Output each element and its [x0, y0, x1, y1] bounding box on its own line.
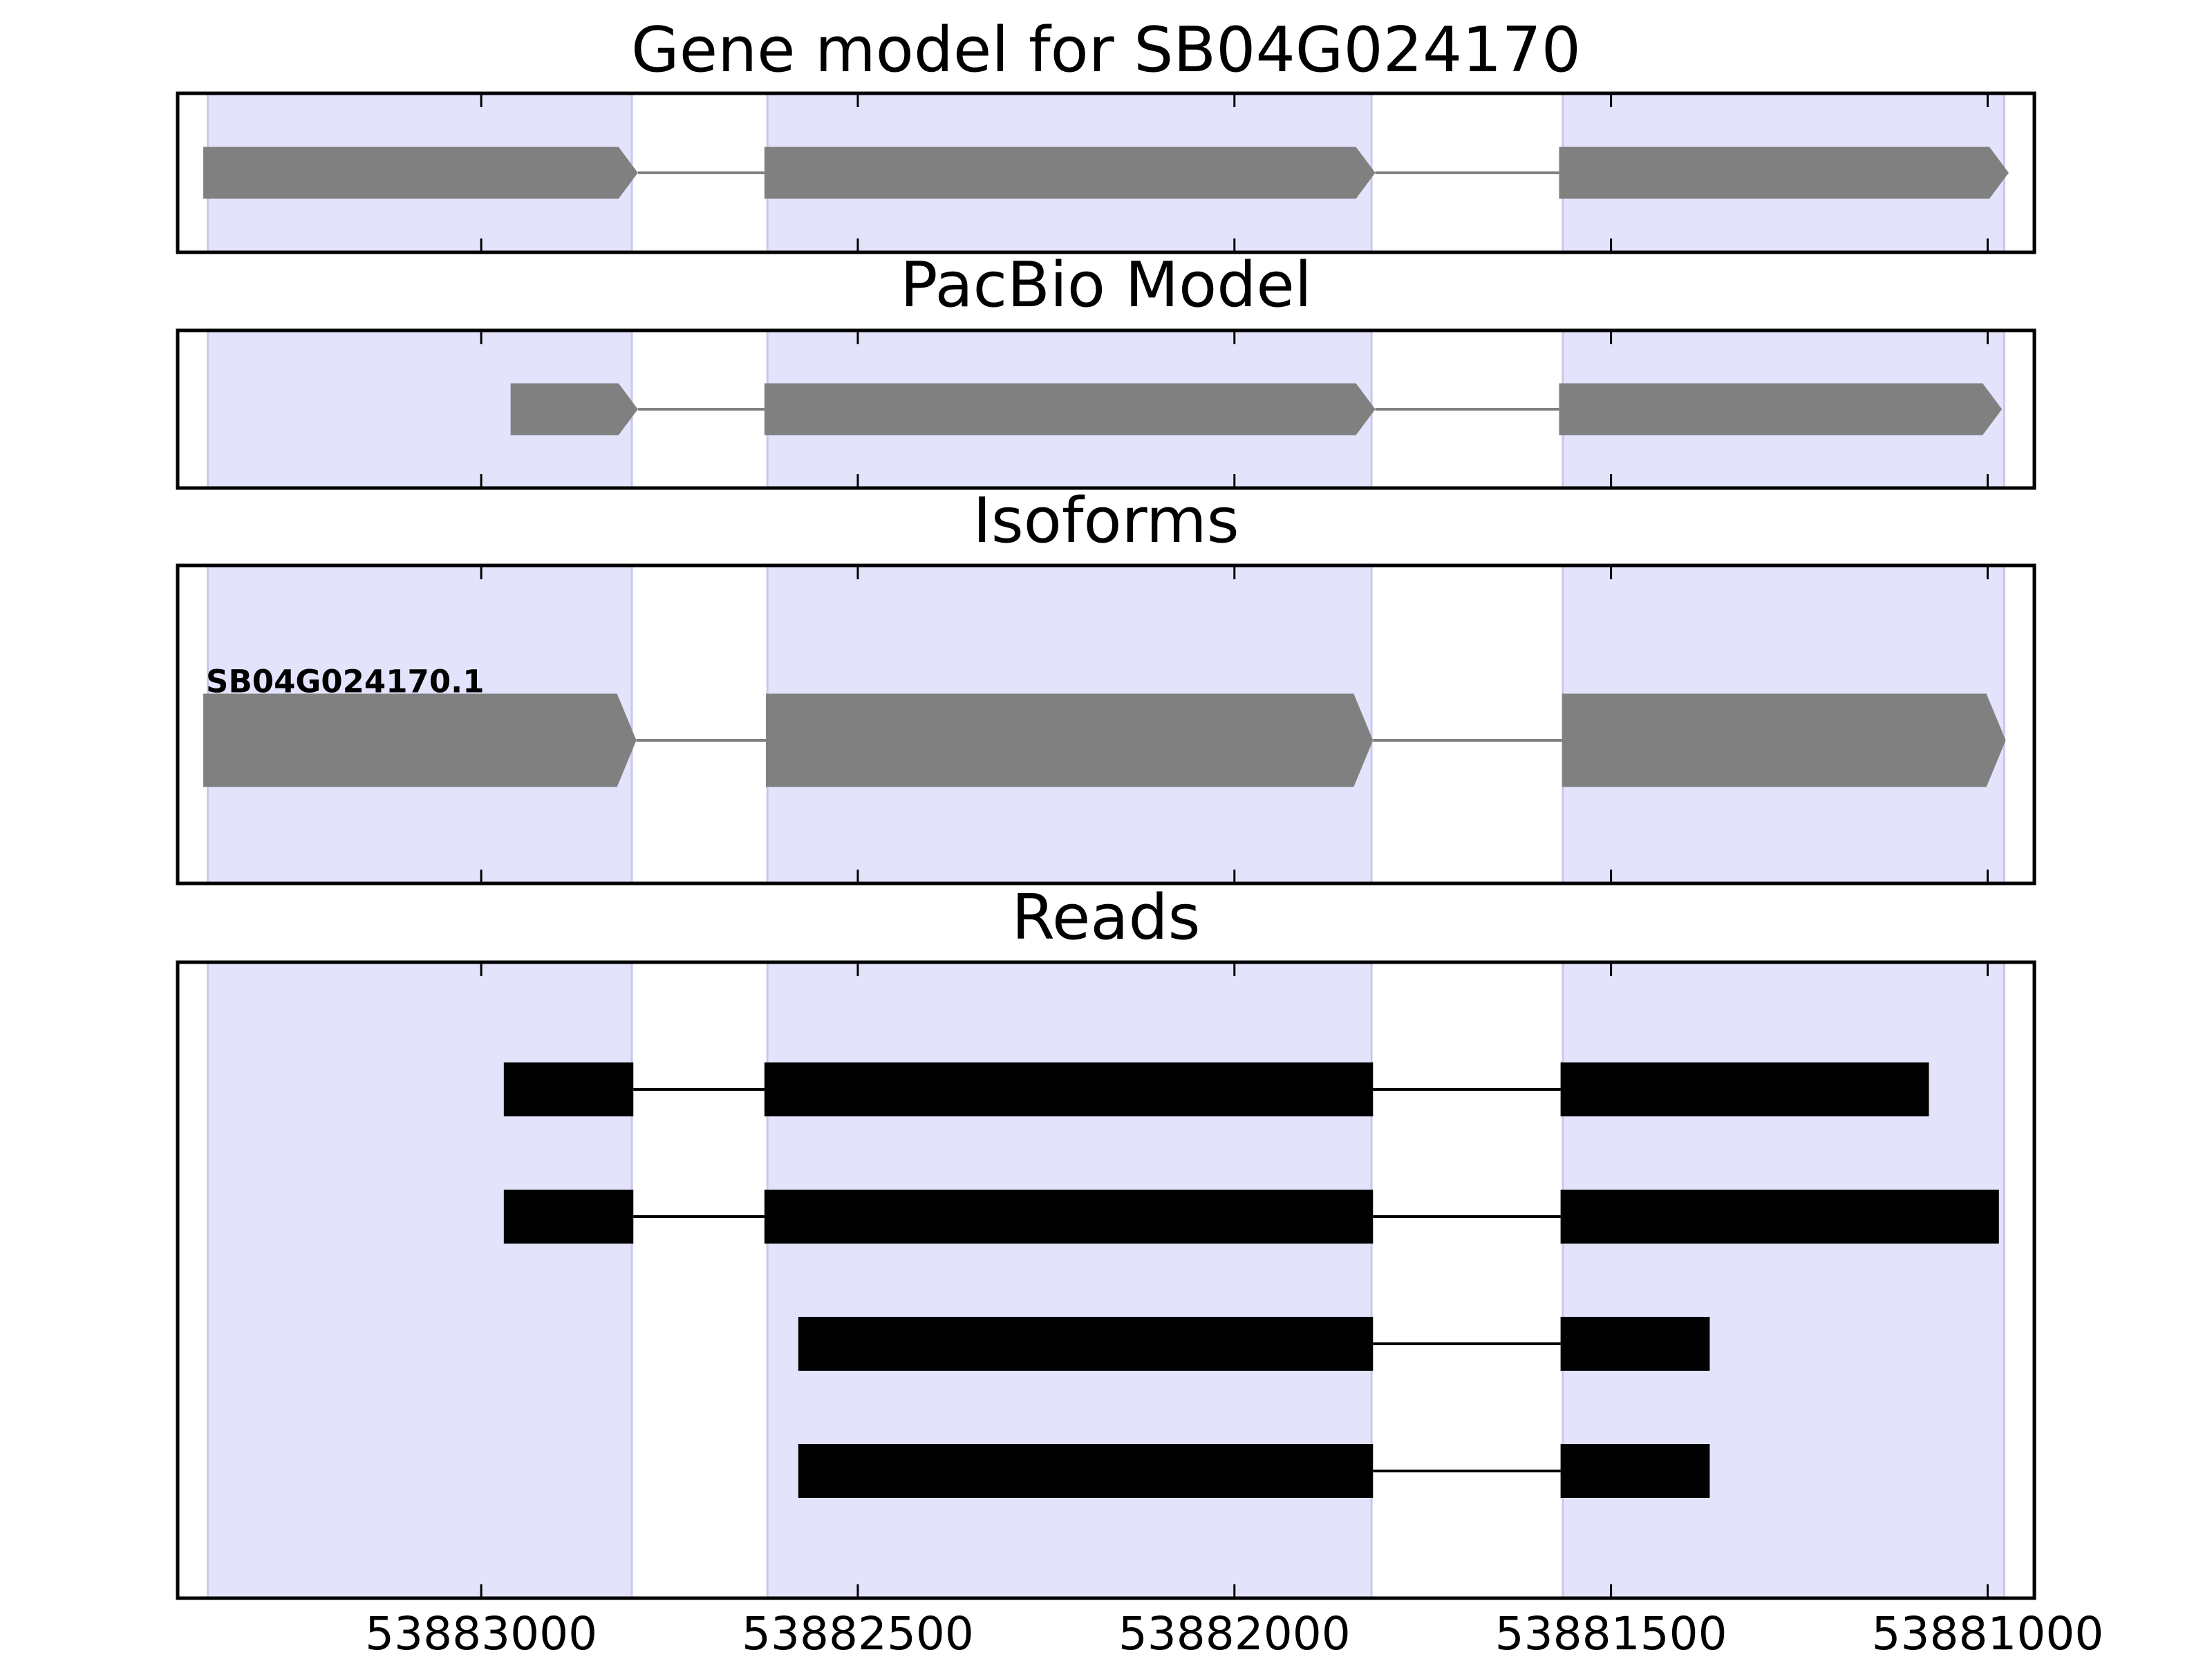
read-block: [798, 1317, 1374, 1371]
read-block: [503, 1062, 634, 1116]
read-block: [503, 1190, 634, 1244]
exon: [766, 693, 1374, 787]
panel-title: Isoforms: [973, 485, 1239, 557]
x-tick-label: 53882000: [1118, 1607, 1351, 1659]
read-block: [1560, 1317, 1710, 1371]
panel: Isoforms SB04G024170.1: [176, 485, 2036, 885]
x-tick-label: 53881500: [1495, 1607, 1727, 1659]
panel-title: Gene model for SB04G024170: [631, 14, 1581, 86]
exon: [203, 147, 638, 199]
read-block: [764, 1062, 1374, 1116]
panel-title: PacBio Model: [900, 249, 1312, 321]
isoform-label: SB04G024170.1: [206, 664, 485, 700]
exon: [1562, 693, 2006, 787]
axes-frame: [176, 960, 2036, 1600]
panel: Gene model for SB04G024170: [176, 14, 2036, 254]
read-block: [1560, 1444, 1710, 1498]
exon: [510, 383, 638, 435]
read-block: [1560, 1190, 1999, 1244]
axes-frame: [176, 563, 2036, 885]
exon: [1559, 383, 2003, 435]
axes-frame: [176, 328, 2036, 490]
read-block: [798, 1444, 1374, 1498]
exon: [764, 147, 1376, 199]
panel: PacBio Model: [176, 249, 2036, 490]
read-block: [1560, 1062, 1929, 1116]
panel-title: Reads: [1011, 881, 1200, 954]
exon: [764, 383, 1376, 435]
x-tick-label: 53881000: [1871, 1607, 2103, 1659]
highlight-region: [207, 961, 633, 1600]
panel: Reads 53883000 53882500 53882000 53881500 538…: [176, 881, 2103, 1659]
axes-frame: [176, 91, 2036, 254]
highlight-region: [766, 961, 1373, 1600]
x-tick-label: 53882500: [742, 1607, 974, 1659]
exon: [203, 693, 637, 787]
read-block: [764, 1190, 1374, 1244]
exon: [1559, 147, 2009, 199]
x-tick-label: 53883000: [365, 1607, 597, 1659]
highlight-region: [1562, 961, 2005, 1600]
